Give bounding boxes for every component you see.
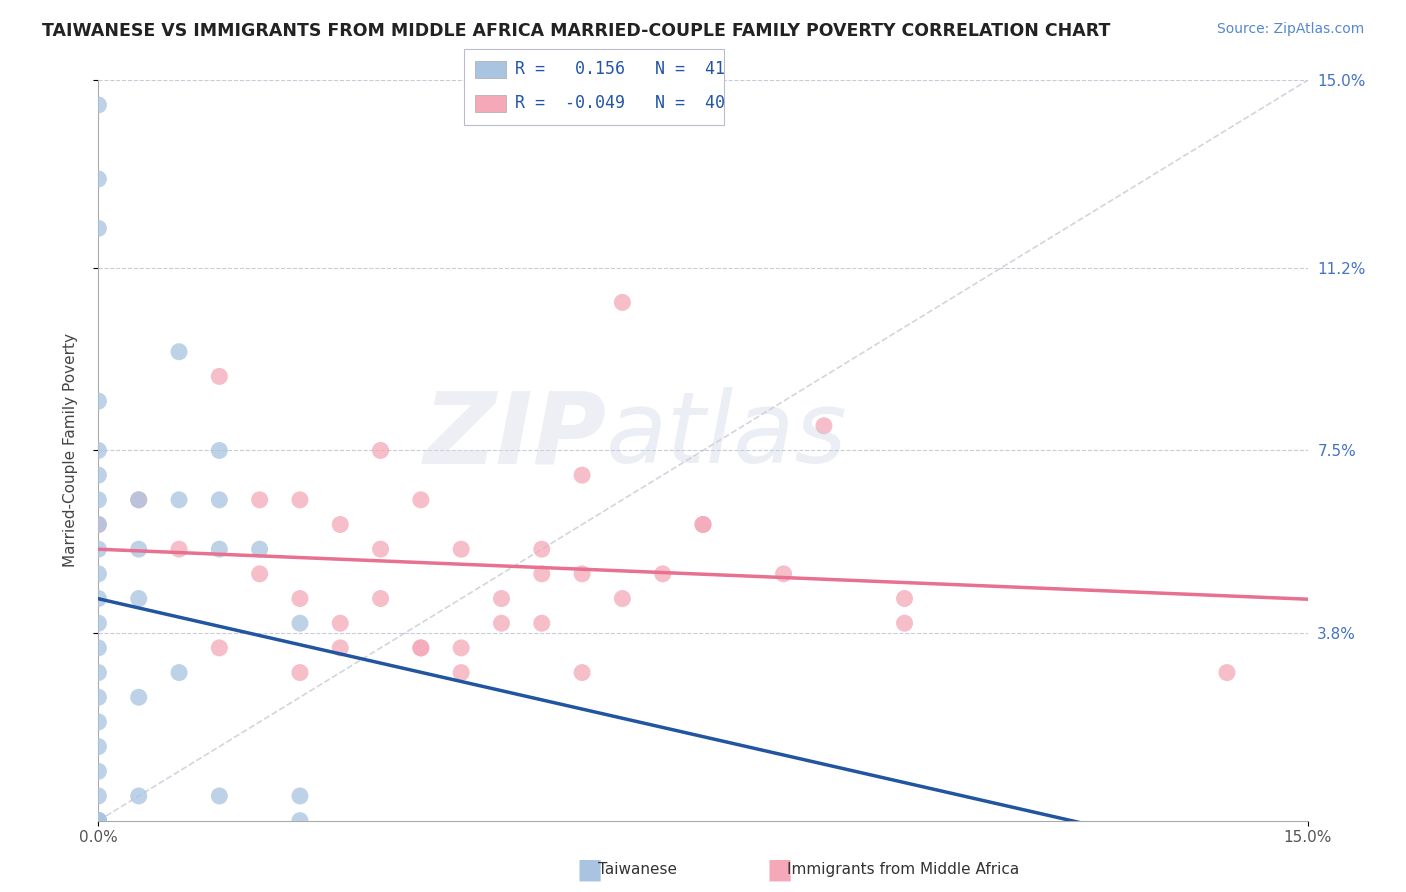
Point <box>208 369 231 384</box>
Point <box>249 566 271 581</box>
Point <box>288 789 311 803</box>
Point <box>288 616 311 631</box>
Point <box>167 542 190 557</box>
Point <box>87 789 110 803</box>
Point <box>87 394 110 409</box>
Point <box>87 566 110 581</box>
Point <box>208 542 231 557</box>
Point <box>370 542 392 557</box>
Point <box>772 566 794 581</box>
Text: Source: ZipAtlas.com: Source: ZipAtlas.com <box>1216 22 1364 37</box>
Point <box>491 616 513 631</box>
Point <box>128 591 150 606</box>
Point <box>87 591 110 606</box>
Point <box>571 665 593 680</box>
Point <box>87 814 110 828</box>
Point <box>208 443 231 458</box>
Point <box>87 814 110 828</box>
Point <box>893 616 915 631</box>
Point <box>87 814 110 828</box>
Text: Taiwanese: Taiwanese <box>598 863 676 877</box>
Point <box>450 640 472 655</box>
Point <box>370 443 392 458</box>
Point <box>288 814 311 828</box>
Point <box>571 566 593 581</box>
Point <box>530 616 553 631</box>
Y-axis label: Married-Couple Family Poverty: Married-Couple Family Poverty <box>63 334 77 567</box>
Point <box>87 640 110 655</box>
Point <box>329 616 352 631</box>
Point <box>128 542 150 557</box>
Point <box>612 591 634 606</box>
Point <box>893 591 915 606</box>
Point <box>87 98 110 112</box>
Point <box>87 468 110 483</box>
Text: R =   0.156   N =  41: R = 0.156 N = 41 <box>515 60 724 78</box>
Point <box>87 714 110 729</box>
Point <box>571 468 593 483</box>
Point <box>87 814 110 828</box>
Text: ZIP: ZIP <box>423 387 606 484</box>
Text: atlas: atlas <box>606 387 848 484</box>
Point <box>329 517 352 532</box>
Point <box>128 492 150 507</box>
Point <box>208 789 231 803</box>
Point <box>128 492 150 507</box>
Point <box>167 344 190 359</box>
Text: Immigrants from Middle Africa: Immigrants from Middle Africa <box>787 863 1019 877</box>
Point <box>612 295 634 310</box>
Point <box>128 690 150 705</box>
Point <box>167 665 190 680</box>
Point <box>208 640 231 655</box>
Text: ■: ■ <box>766 855 793 884</box>
Point <box>87 814 110 828</box>
Text: R =  -0.049   N =  40: R = -0.049 N = 40 <box>515 94 724 112</box>
Point <box>87 616 110 631</box>
Point <box>249 542 271 557</box>
Point <box>249 492 271 507</box>
Point <box>329 640 352 655</box>
Point <box>692 517 714 532</box>
Point <box>87 665 110 680</box>
Point <box>370 591 392 606</box>
Point <box>87 764 110 779</box>
Point <box>813 418 835 433</box>
Point <box>409 640 432 655</box>
Point <box>87 221 110 235</box>
Point <box>288 492 311 507</box>
Point <box>128 789 150 803</box>
Point <box>530 542 553 557</box>
Point <box>491 591 513 606</box>
Point <box>87 542 110 557</box>
Point <box>409 640 432 655</box>
Point <box>167 492 190 507</box>
Point <box>651 566 673 581</box>
Point <box>288 591 311 606</box>
Text: TAIWANESE VS IMMIGRANTS FROM MIDDLE AFRICA MARRIED-COUPLE FAMILY POVERTY CORRELA: TAIWANESE VS IMMIGRANTS FROM MIDDLE AFRI… <box>42 22 1111 40</box>
Point <box>87 517 110 532</box>
Point <box>450 665 472 680</box>
Point <box>450 542 472 557</box>
Text: ■: ■ <box>576 855 603 884</box>
Point <box>87 492 110 507</box>
Point <box>87 739 110 754</box>
Point <box>87 690 110 705</box>
Point <box>87 517 110 532</box>
Point <box>208 492 231 507</box>
Point <box>288 665 311 680</box>
Point <box>409 492 432 507</box>
Point <box>530 566 553 581</box>
Point <box>692 517 714 532</box>
Point <box>87 443 110 458</box>
Point <box>87 172 110 186</box>
Point <box>87 814 110 828</box>
Point <box>1216 665 1239 680</box>
